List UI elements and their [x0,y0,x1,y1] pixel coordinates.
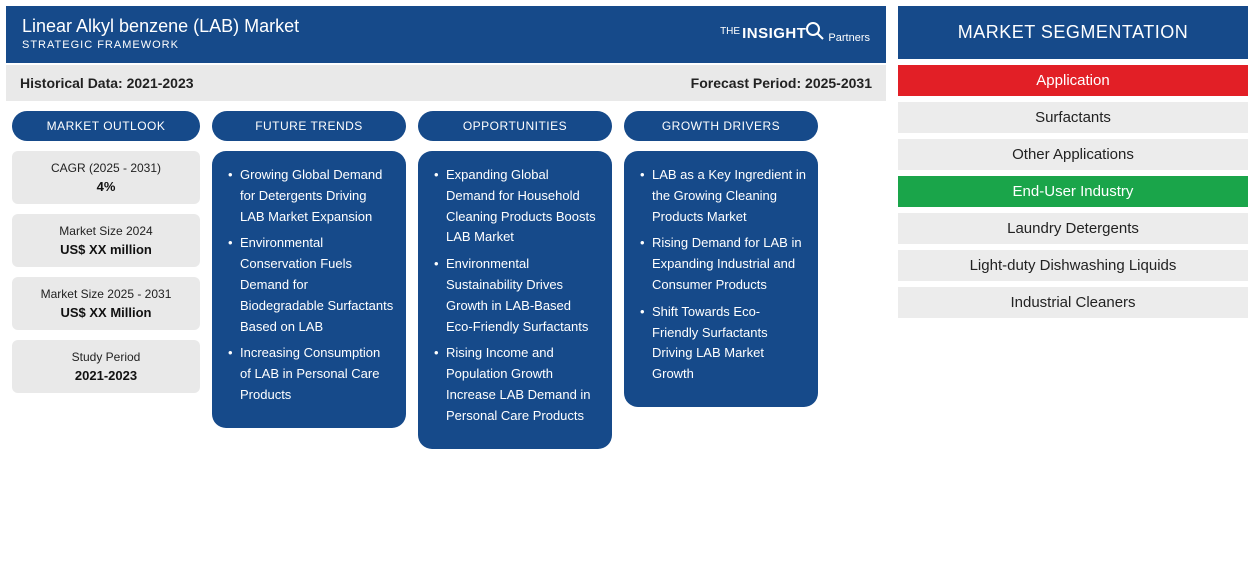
future-trends-block: Growing Global Demand for Detergents Dri… [212,151,406,428]
outlook-card: Market Size 2025 - 2031 US$ XX Million [12,277,200,330]
period-bar: Historical Data: 2021-2023 Forecast Peri… [6,65,886,101]
list-item: Rising Income and Population Growth Incr… [434,343,600,426]
market-outlook-header: MARKET OUTLOOK [12,111,200,141]
report-title: Linear Alkyl benzene (LAB) Market [22,16,299,37]
segmentation-group-header: End-User Industry [898,176,1248,207]
outlook-value: US$ XX million [18,242,194,257]
report-subtitle: STRATEGIC FRAMEWORK [22,39,299,51]
segmentation-item: Industrial Cleaners [898,287,1248,318]
columns-container: MARKET OUTLOOK CAGR (2025 - 2031) 4% Mar… [6,101,886,449]
outlook-card: Study Period 2021-2023 [12,340,200,393]
outlook-card: CAGR (2025 - 2031) 4% [12,151,200,204]
opportunities-block: Expanding Global Demand for Household Cl… [418,151,612,449]
forecast-period: Forecast Period: 2025-2031 [691,75,872,91]
list-item: Increasing Consumption of LAB in Persona… [228,343,394,405]
outlook-card: Market Size 2024 US$ XX million [12,214,200,267]
list-item: Environmental Sustainability Drives Grow… [434,254,600,337]
segmentation-item: Other Applications [898,139,1248,170]
list-item: Rising Demand for LAB in Expanding Indus… [640,233,806,295]
brand-logo: THE INSIGHT Partners [720,24,870,44]
historical-period: Historical Data: 2021-2023 [20,75,194,91]
outlook-label: Market Size 2024 [18,224,194,238]
header-text: Linear Alkyl benzene (LAB) Market STRATE… [22,16,299,51]
list-item: Expanding Global Demand for Household Cl… [434,165,600,248]
strategic-framework-panel: Linear Alkyl benzene (LAB) Market STRATE… [6,6,886,571]
future-trends-header: FUTURE TRENDS [212,111,406,141]
segmentation-group-header: Application [898,65,1248,96]
outlook-value: 4% [18,179,194,194]
market-outlook-column: MARKET OUTLOOK CAGR (2025 - 2031) 4% Mar… [12,111,200,393]
growth-drivers-block: LAB as a Key Ingredient in the Growing C… [624,151,818,407]
list-item: Shift Towards Eco-Friendly Surfactants D… [640,302,806,385]
magnifier-icon [804,20,826,42]
list-item: Environmental Conservation Fuels Demand … [228,233,394,337]
list-item: Growing Global Demand for Detergents Dri… [228,165,394,227]
outlook-value: 2021-2023 [18,368,194,383]
segmentation-item: Light-duty Dishwashing Liquids [898,250,1248,281]
outlook-label: Study Period [18,350,194,364]
growth-drivers-header: GROWTH DRIVERS [624,111,818,141]
list-item: LAB as a Key Ingredient in the Growing C… [640,165,806,227]
outlook-value: US$ XX Million [18,305,194,320]
opportunities-column: OPPORTUNITIES Expanding Global Demand fo… [418,111,612,449]
future-trends-column: FUTURE TRENDS Growing Global Demand for … [212,111,406,428]
segmentation-item: Surfactants [898,102,1248,133]
segmentation-title: MARKET SEGMENTATION [898,6,1248,59]
outlook-label: Market Size 2025 - 2031 [18,287,194,301]
header-bar: Linear Alkyl benzene (LAB) Market STRATE… [6,6,886,63]
segmentation-item: Laundry Detergents [898,213,1248,244]
growth-drivers-column: GROWTH DRIVERS LAB as a Key Ingredient i… [624,111,818,407]
segmentation-panel: MARKET SEGMENTATION Application Surfacta… [898,6,1248,571]
outlook-label: CAGR (2025 - 2031) [18,161,194,175]
opportunities-header: OPPORTUNITIES [418,111,612,141]
